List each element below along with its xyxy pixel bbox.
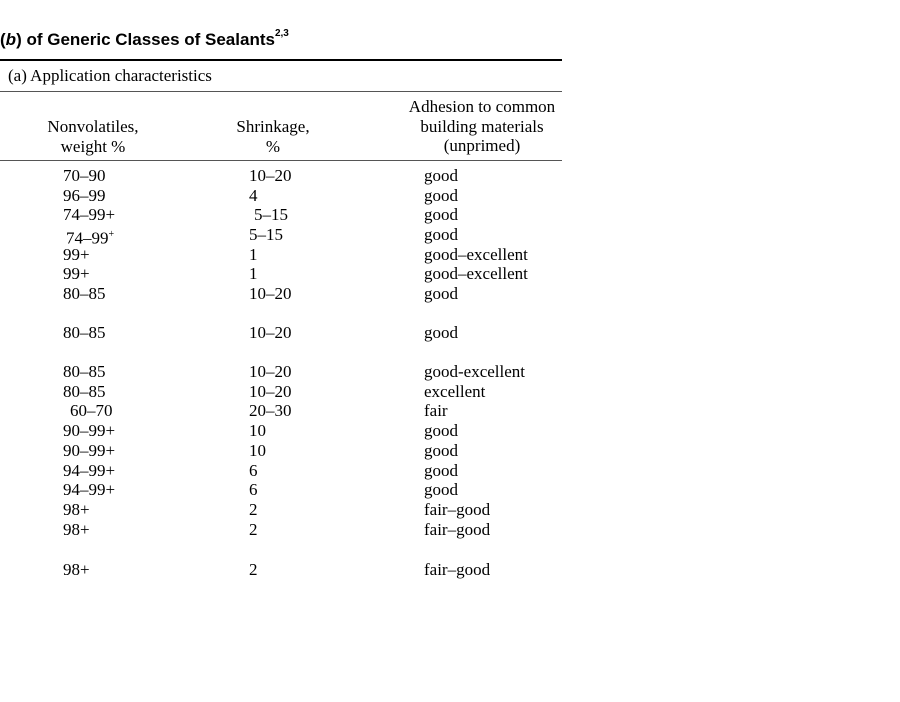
cell-nonvolatiles: 60–70	[70, 401, 113, 420]
cell-nonvolatiles: 80–85	[63, 362, 106, 381]
cell-adhesion: excellent	[424, 382, 486, 401]
header-adhesion: Adhesion to common building materials (u…	[392, 97, 572, 156]
cell-adhesion: fair–good	[424, 520, 491, 539]
cell-nonvolatiles: 80–85	[63, 284, 106, 303]
cell-adhesion: fair–good	[424, 500, 491, 519]
cell-nonvolatiles: 74–99+	[66, 228, 115, 248]
title-letter: b	[5, 30, 17, 49]
cell-shrinkage: 5–15	[254, 205, 288, 224]
cell-shrinkage: 10–20	[249, 323, 292, 342]
cell-nonvolatiles: 74–99+	[63, 205, 116, 224]
cell-adhesion: good	[424, 480, 458, 499]
cell-shrinkage: 2	[249, 500, 258, 519]
cell-nonvolatiles: 96–99	[63, 186, 106, 205]
title-footnote-ref: 2,3	[274, 28, 289, 40]
cell-shrinkage: 6	[249, 461, 258, 480]
cell-superscript: +	[108, 229, 115, 240]
title-prefix: (	[0, 30, 6, 49]
cell-nonvolatiles: 94–99+	[63, 461, 116, 480]
cell-adhesion: good	[424, 186, 458, 205]
cell-adhesion: good–excellent	[424, 264, 528, 283]
cell-shrinkage: 10–20	[249, 362, 292, 381]
cell-adhesion: good	[424, 166, 458, 185]
cell-adhesion: good	[424, 205, 458, 224]
cell-nonvolatiles: 80–85	[63, 382, 106, 401]
cell-shrinkage: 2	[249, 520, 258, 539]
header-top-rule	[0, 91, 562, 92]
cell-shrinkage: 10	[249, 421, 266, 440]
header-bottom-rule	[0, 160, 562, 161]
cell-nonvolatiles: 99+	[63, 264, 90, 283]
cell-adhesion: good	[424, 284, 458, 303]
cell-adhesion: good	[424, 323, 458, 342]
cell-shrinkage: 10–20	[249, 166, 292, 185]
header-nonvolatiles: Nonvolatiles, weight %	[13, 117, 173, 156]
cell-nonvolatiles: 98+	[63, 500, 90, 519]
cell-shrinkage: 10	[249, 441, 266, 460]
cell-adhesion: fair–good	[424, 560, 491, 579]
cell-adhesion: good	[424, 225, 458, 244]
cell-shrinkage: 4	[249, 186, 258, 205]
cell-nonvolatiles: 99+	[63, 245, 90, 264]
cell-nonvolatiles: 90–99+	[63, 441, 116, 460]
section-heading: (a) Application characteristics	[8, 66, 212, 85]
cell-nonvolatiles: 70–90	[63, 166, 106, 185]
cell-adhesion: good	[424, 441, 458, 460]
header-line: Adhesion to common	[408, 97, 556, 116]
cell-shrinkage: 5–15	[249, 225, 283, 244]
cell-adhesion: fair	[424, 401, 448, 420]
header-line: Nonvolatiles,	[47, 117, 139, 136]
cell-shrinkage: 10–20	[249, 382, 292, 401]
cell-nonvolatiles: 90–99+	[63, 421, 116, 440]
cell-adhesion: good	[424, 461, 458, 480]
cell-adhesion: good	[424, 421, 458, 440]
cell-shrinkage: 1	[249, 264, 258, 283]
cell-nonvolatiles: 98+	[63, 520, 90, 539]
header-line: weight %	[60, 136, 126, 156]
table-title: (b) of Generic Classes of Sealants2,3	[0, 28, 289, 50]
header-line: Shrinkage,	[236, 117, 310, 136]
cell-nonvolatiles: 94–99+	[63, 480, 116, 499]
cell-shrinkage: 10–20	[249, 284, 292, 303]
top-rule	[0, 59, 562, 61]
cell-shrinkage: 6	[249, 480, 258, 499]
header-shrinkage: Shrinkage, %	[193, 117, 353, 156]
cell-shrinkage: 1	[249, 245, 258, 264]
header-line: (unprimed)	[443, 136, 521, 155]
cell-shrinkage: 20–30	[249, 401, 292, 420]
header-line: building materials	[420, 116, 544, 136]
cell-adhesion: good-excellent	[424, 362, 526, 381]
cell-nonvolatiles: 80–85	[63, 323, 106, 342]
title-text: ) of Generic Classes of Sealants	[16, 30, 275, 49]
cell-nonvolatiles: 98+	[63, 560, 90, 579]
cell-shrinkage: 2	[249, 560, 258, 579]
cell-adhesion: good–excellent	[424, 245, 528, 264]
header-line: %	[265, 136, 281, 156]
